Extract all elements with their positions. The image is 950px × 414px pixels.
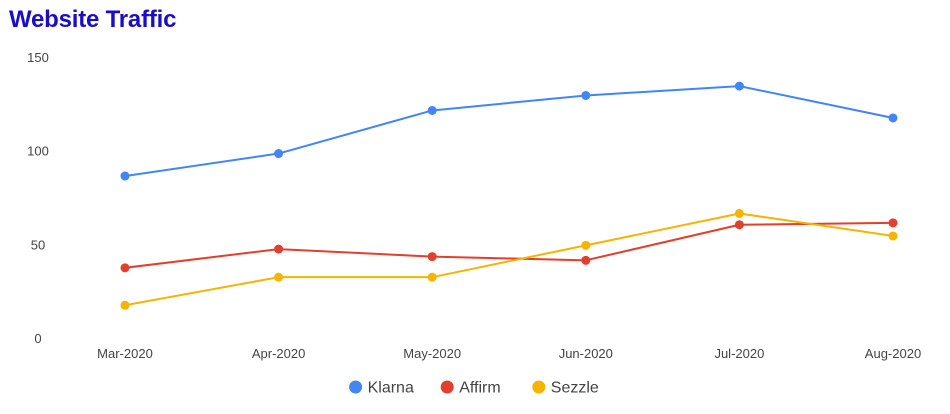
data-point-affirm (581, 255, 591, 265)
legend-label-sezzle: Sezzle (551, 380, 599, 397)
data-point-klarna (274, 149, 284, 159)
legend-label-affirm: Affirm (459, 380, 500, 397)
x-tick-label: Apr-2020 (252, 346, 305, 361)
data-point-affirm (274, 244, 284, 254)
series-points (120, 81, 898, 310)
y-axis-ticks: 0 50 100 150 (27, 50, 49, 346)
data-point-klarna (581, 90, 591, 100)
data-point-klarna (120, 171, 130, 181)
series-line-sezzle (124, 212, 894, 307)
data-point-affirm (734, 220, 744, 230)
y-tick-label: 50 (31, 237, 45, 252)
data-point-sezzle (427, 272, 437, 282)
x-tick-label: Aug-2020 (865, 346, 921, 361)
data-point-affirm (888, 218, 898, 228)
data-point-sezzle (734, 208, 744, 218)
x-tick-label: Jul-2020 (714, 346, 764, 361)
y-tick-label: 150 (27, 50, 49, 65)
data-point-klarna (888, 113, 898, 123)
data-point-klarna (734, 81, 744, 91)
x-tick-label: May-2020 (403, 346, 461, 361)
legend: Klarna Affirm Sezzle (349, 380, 599, 397)
legend-label-klarna: Klarna (368, 380, 414, 397)
series-line-affirm (124, 221, 894, 269)
legend-marker-affirm (440, 380, 454, 394)
data-point-sezzle (274, 272, 284, 282)
x-tick-label: Mar-2020 (97, 346, 153, 361)
x-tick-label: Jun-2020 (559, 346, 613, 361)
series-line-klarna (124, 85, 894, 178)
data-point-sezzle (581, 240, 591, 250)
legend-marker-sezzle (532, 380, 546, 394)
y-tick-label: 100 (27, 144, 49, 159)
data-point-klarna (427, 105, 437, 115)
data-point-affirm (120, 263, 130, 273)
chart-title: Website Traffic (9, 6, 177, 33)
data-point-affirm (427, 252, 437, 262)
x-axis-ticks: Mar-2020 Apr-2020 May-2020 Jun-2020 Jul-2020… (97, 346, 921, 361)
series-lines (124, 85, 894, 307)
y-tick-label: 0 (34, 331, 41, 346)
data-point-sezzle (888, 231, 898, 241)
legend-marker-klarna (349, 380, 363, 394)
data-point-sezzle (120, 300, 130, 310)
